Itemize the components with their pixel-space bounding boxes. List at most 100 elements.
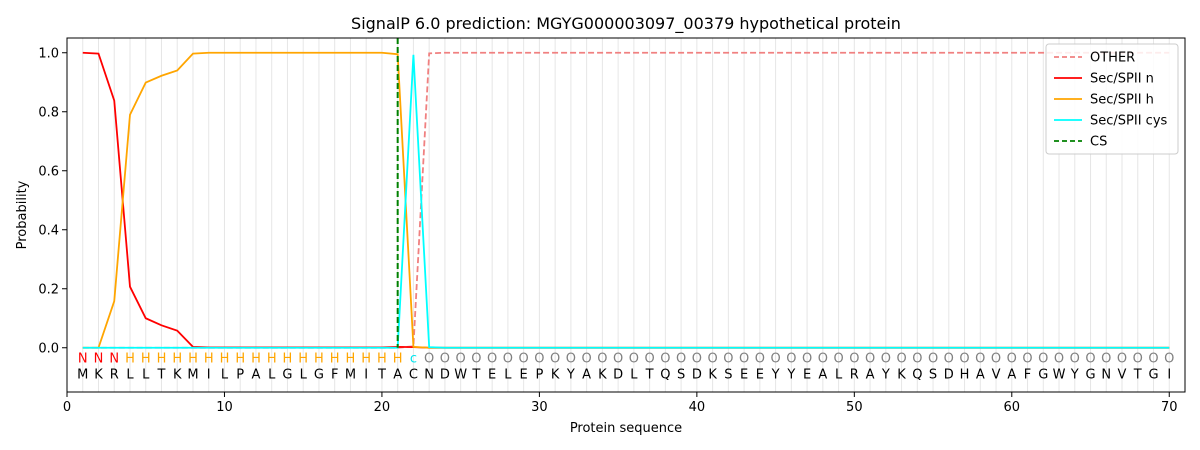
residue-letter: G — [1085, 368, 1095, 383]
residue-letter: Y — [786, 368, 795, 383]
residue-letter: E — [520, 368, 528, 383]
residue-letter: N — [1101, 368, 1111, 383]
residue-label: O — [487, 352, 497, 367]
residue-letter: Y — [771, 368, 780, 383]
legend-entry: Sec/SPII cys — [1090, 114, 1168, 129]
residue-label: O — [692, 352, 702, 367]
residue-label: O — [975, 352, 985, 367]
x-tick-label: 50 — [846, 400, 863, 415]
x-tick-label: 70 — [1161, 400, 1178, 415]
residue-label: H — [251, 352, 261, 367]
residue-letter: A — [252, 368, 261, 383]
residue-label: O — [1085, 352, 1095, 367]
residue-letter: E — [756, 368, 764, 383]
grid-lines — [82, 38, 1170, 392]
residue-label: O — [660, 352, 670, 367]
residue-letter: Y — [881, 368, 890, 383]
residue-label: H — [361, 352, 371, 367]
plot-area — [82, 38, 1170, 349]
residue-label: O — [597, 352, 607, 367]
x-tick-label: 40 — [689, 400, 706, 415]
residue-label: O — [1101, 352, 1111, 367]
chart-title: SignalP 6.0 prediction: MGYG000003097_00… — [351, 14, 901, 34]
residue-label: O — [424, 352, 434, 367]
y-tick-label: 0.6 — [38, 164, 59, 179]
residue-letter: Y — [566, 368, 575, 383]
y-tick-label: 0.0 — [38, 341, 59, 356]
y-tick-label: 1.0 — [38, 46, 59, 61]
residue-label: O — [1133, 352, 1143, 367]
residue-label: H — [346, 352, 356, 367]
y-tick-label: 0.8 — [38, 105, 59, 120]
residue-letter: I — [364, 368, 368, 383]
residue-letter: L — [126, 368, 134, 383]
residue-label: O — [503, 352, 513, 367]
residue-letter: F — [1024, 368, 1031, 383]
residue-label: N — [78, 352, 88, 367]
residue-label: c — [410, 352, 417, 367]
residue-letter: Y — [1070, 368, 1079, 383]
residue-letter: R — [850, 368, 859, 383]
residue-label: O — [881, 352, 891, 367]
residue-label: O — [566, 352, 576, 367]
legend: OTHER Sec/SPII n Sec/SPII h Sec/SPII cys CS — [1045, 43, 1179, 155]
series-line-sec-spii-cys — [82, 54, 1170, 349]
residue-label: O — [896, 352, 906, 367]
residue-label: H — [141, 352, 151, 367]
residue-letter: K — [94, 368, 103, 383]
residue-label: O — [912, 352, 922, 367]
x-axis: 0 10 20 30 40 50 60 70 — [63, 392, 1178, 415]
residue-letter: G — [1148, 368, 1158, 383]
residue-letter: C — [409, 368, 418, 383]
residue-label: O — [1117, 352, 1127, 367]
residue-label: N — [94, 352, 104, 367]
x-tick-label: 30 — [531, 400, 548, 415]
residue-letter: G — [1038, 368, 1048, 383]
residue-label: N — [109, 352, 119, 367]
x-axis-label: Protein sequence — [570, 421, 682, 436]
residue-label: H — [283, 352, 293, 367]
residue-label: O — [1022, 352, 1032, 367]
residue-letter: W — [1053, 368, 1066, 383]
y-tick-label: 0.4 — [38, 223, 59, 238]
residue-label: O — [519, 352, 529, 367]
residue-label: O — [645, 352, 655, 367]
residue-letter: D — [692, 368, 702, 383]
residue-letter: A — [818, 368, 827, 383]
residue-label: O — [755, 352, 765, 367]
residue-label: H — [125, 352, 135, 367]
residue-letter: W — [454, 368, 467, 383]
residue-label: O — [707, 352, 717, 367]
residue-label: O — [849, 352, 859, 367]
residue-letter: L — [142, 368, 150, 383]
residue-label: O — [833, 352, 843, 367]
residue-letter: T — [1133, 368, 1142, 383]
y-tick-label: 0.2 — [38, 282, 59, 297]
residue-letter: V — [1118, 368, 1127, 383]
residue-letter: K — [173, 368, 182, 383]
residue-label: H — [267, 352, 277, 367]
legend-entry: OTHER — [1090, 51, 1135, 66]
residue-letter: N — [424, 368, 434, 383]
residue-label: O — [456, 352, 466, 367]
residue-letter: D — [944, 368, 954, 383]
residue-letter: V — [992, 368, 1001, 383]
residue-label: O — [440, 352, 450, 367]
residue-letter: M — [345, 368, 356, 383]
residue-label: O — [723, 352, 733, 367]
residue-letter: S — [724, 368, 732, 383]
residue-letter: T — [471, 368, 480, 383]
residue-label: O — [959, 352, 969, 367]
plot-frame — [66, 37, 1186, 393]
residue-letter: M — [187, 368, 198, 383]
residue-label: O — [1070, 352, 1080, 367]
residue-letter: T — [377, 368, 386, 383]
residue-letter: S — [677, 368, 685, 383]
residue-letter: F — [331, 368, 338, 383]
residue-label: O — [676, 352, 686, 367]
residue-label: O — [1054, 352, 1064, 367]
residue-letter: E — [803, 368, 811, 383]
residue-label: O — [471, 352, 481, 367]
